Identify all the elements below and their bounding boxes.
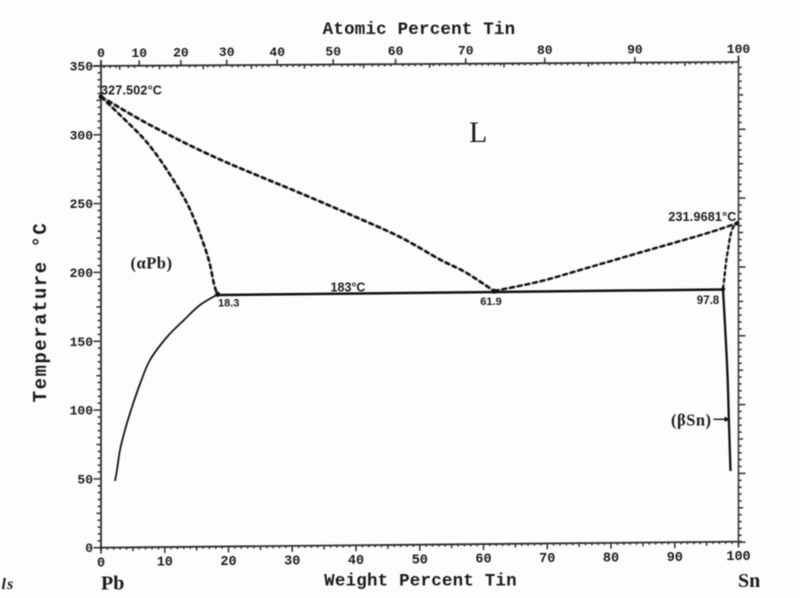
svg-text:90: 90 (667, 551, 683, 566)
svg-text:10: 10 (131, 46, 147, 61)
svg-text:40: 40 (348, 554, 364, 569)
svg-text:Weight Percent Tin: Weight Percent Tin (324, 572, 517, 592)
svg-text:150: 150 (70, 335, 94, 350)
svg-text:Atomic Percent Tin: Atomic Percent Tin (323, 20, 516, 40)
svg-text:60: 60 (388, 44, 404, 59)
svg-text:0: 0 (97, 46, 105, 61)
svg-text:50: 50 (77, 472, 93, 487)
svg-text:70: 70 (458, 44, 474, 59)
svg-text:30: 30 (284, 555, 300, 570)
svg-text:61.9: 61.9 (480, 296, 501, 308)
svg-text:300: 300 (70, 128, 94, 143)
svg-text:250: 250 (70, 197, 94, 212)
svg-text:100: 100 (70, 404, 94, 419)
svg-text:50: 50 (325, 45, 341, 60)
svg-text:(βSn): (βSn) (671, 411, 712, 430)
svg-text:200: 200 (70, 266, 94, 281)
svg-text:100: 100 (727, 42, 751, 57)
svg-text:0: 0 (85, 541, 93, 556)
svg-text:350: 350 (70, 60, 94, 75)
svg-text:18.3: 18.3 (218, 298, 239, 310)
svg-text:80: 80 (537, 43, 553, 58)
svg-text:10: 10 (157, 556, 173, 571)
svg-text:0: 0 (97, 556, 105, 571)
svg-text:60: 60 (475, 553, 491, 568)
svg-text:183°C: 183°C (331, 280, 366, 294)
svg-text:L: L (469, 116, 487, 149)
svg-text:231.9681°C: 231.9681°C (668, 210, 736, 224)
svg-text:70: 70 (539, 552, 555, 567)
svg-text:80: 80 (603, 551, 619, 566)
svg-text:30: 30 (219, 45, 235, 60)
svg-text:90: 90 (627, 43, 643, 58)
svg-text:20: 20 (220, 555, 236, 570)
svg-text:97.8: 97.8 (697, 295, 720, 307)
svg-text:Temperature °C: Temperature °C (30, 222, 52, 403)
svg-text:327.502°C: 327.502°C (101, 84, 162, 98)
svg-text:(αPb): (αPb) (131, 254, 173, 273)
svg-text:20: 20 (173, 46, 189, 61)
svg-text:40: 40 (269, 45, 285, 60)
svg-text:50: 50 (412, 553, 428, 568)
svg-text:ls: ls (2, 576, 15, 593)
svg-text:100: 100 (726, 550, 750, 565)
svg-text:Sn: Sn (738, 570, 760, 592)
svg-text:Pb: Pb (101, 573, 124, 595)
